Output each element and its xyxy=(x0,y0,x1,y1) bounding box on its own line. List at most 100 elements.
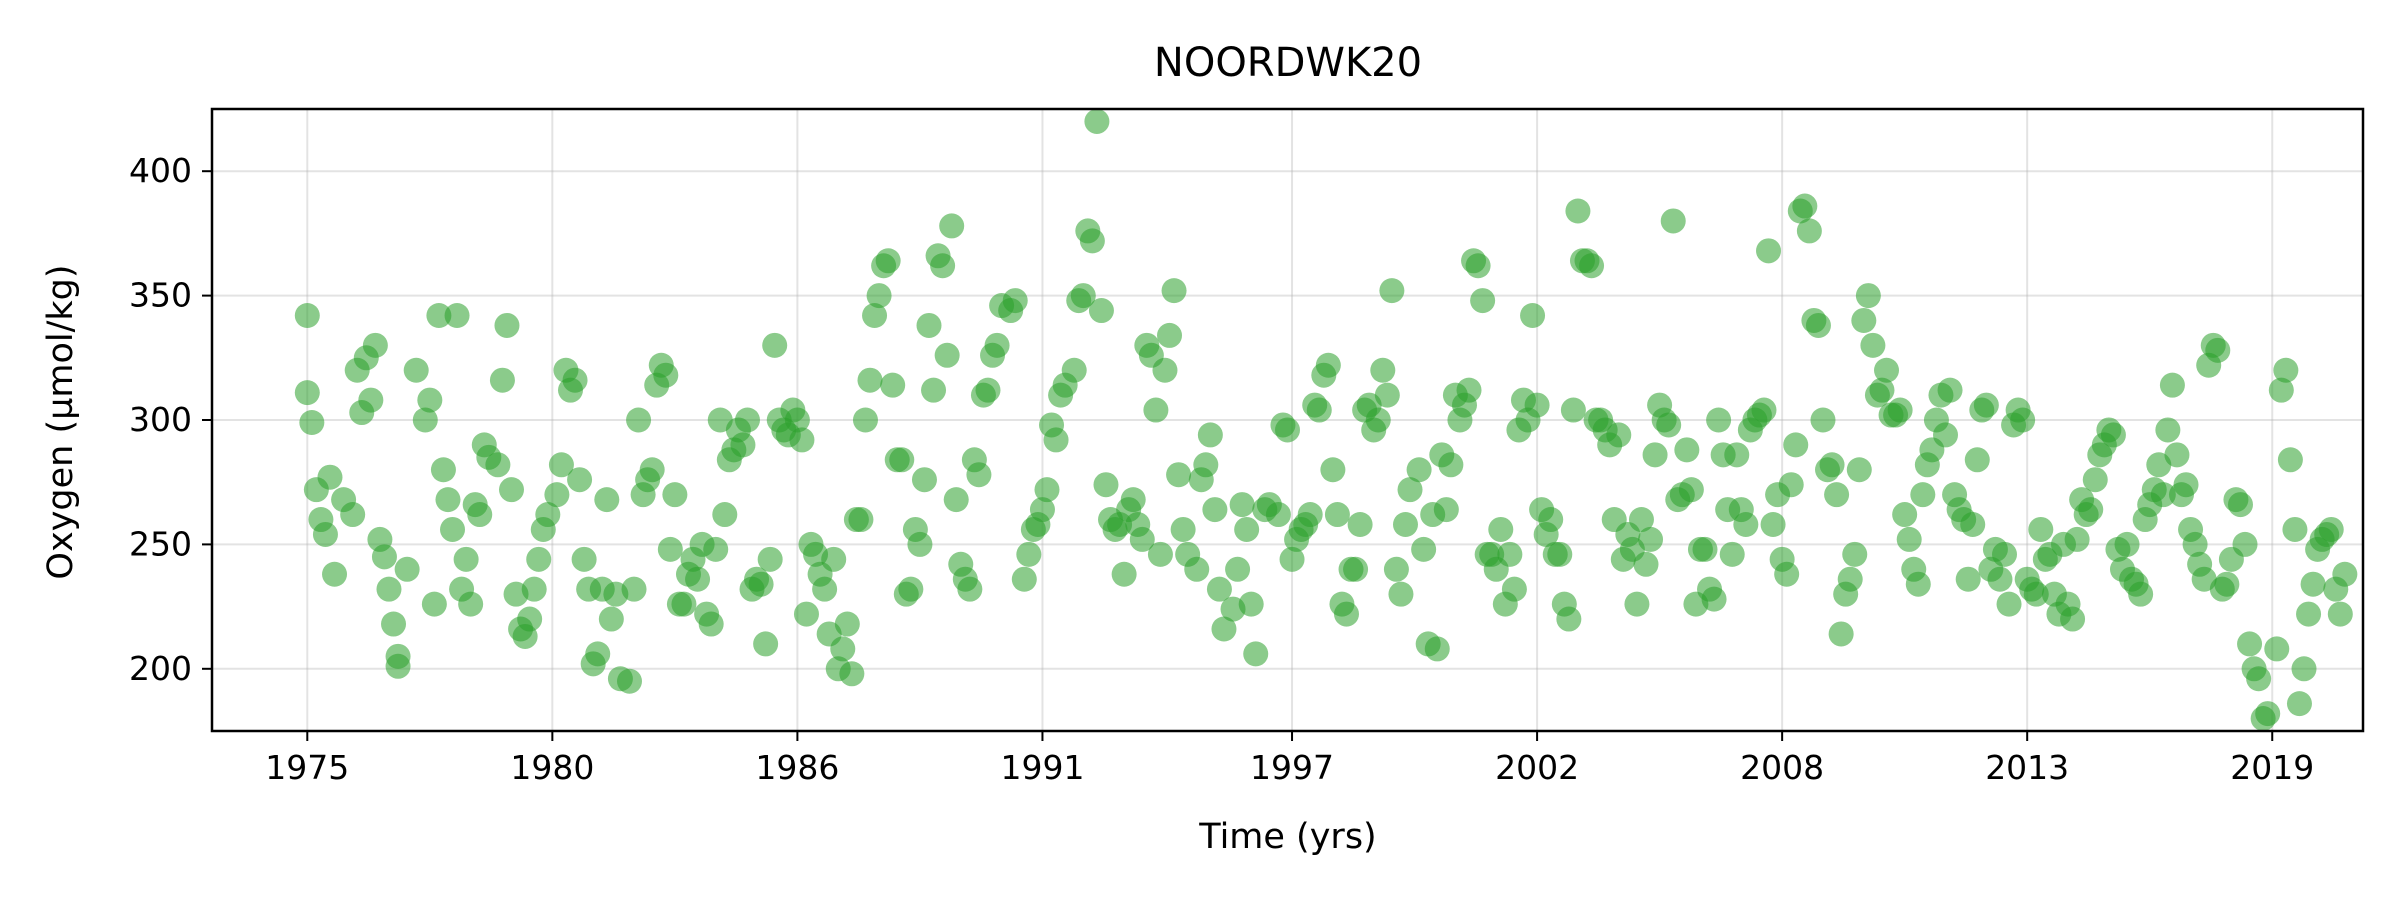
data-point xyxy=(2150,482,2176,508)
data-point xyxy=(1792,193,1818,219)
data-point xyxy=(340,502,366,528)
data-point xyxy=(2164,442,2190,468)
data-point xyxy=(1905,571,1931,597)
data-point xyxy=(1411,536,1437,562)
data-point xyxy=(712,502,738,528)
data-point xyxy=(1973,392,1999,418)
data-point xyxy=(857,367,883,393)
data-point xyxy=(1234,516,1260,542)
data-point xyxy=(762,332,788,358)
data-point xyxy=(1275,417,1300,443)
data-point xyxy=(1842,541,1868,567)
data-point xyxy=(1111,561,1137,587)
data-point xyxy=(2010,407,2036,433)
data-point xyxy=(2237,631,2263,657)
data-point xyxy=(821,546,847,572)
data-point xyxy=(1424,636,1450,662)
data-point xyxy=(381,611,407,637)
data-point xyxy=(1824,482,1850,508)
data-point xyxy=(916,312,942,338)
data-point xyxy=(1910,482,1936,508)
data-point xyxy=(1193,452,1219,478)
data-point xyxy=(616,668,642,694)
y-axis-ticks: 200 250 300 350 400 xyxy=(129,151,212,688)
data-point xyxy=(1624,591,1650,617)
data-point xyxy=(639,457,665,483)
data-point xyxy=(685,566,711,592)
data-point xyxy=(852,407,878,433)
data-point xyxy=(1751,397,1777,423)
data-point xyxy=(435,487,461,513)
data-point xyxy=(562,367,588,393)
data-point xyxy=(730,432,756,458)
data-point xyxy=(2277,447,2303,473)
data-point xyxy=(957,576,983,602)
chart-title: NOORDWK20 xyxy=(1154,40,1422,86)
data-point xyxy=(1306,397,1332,423)
data-point xyxy=(1565,198,1591,224)
data-point xyxy=(1297,502,1323,528)
data-point xyxy=(2264,636,2290,662)
data-point xyxy=(1992,541,2017,567)
data-point xyxy=(1157,322,1183,348)
data-point xyxy=(834,611,860,637)
data-point xyxy=(1964,447,1990,473)
data-point xyxy=(1211,616,1237,642)
data-point xyxy=(1874,357,1900,383)
data-point xyxy=(1438,452,1464,478)
data-point xyxy=(1374,382,1400,408)
data-point xyxy=(2159,372,2185,398)
data-point xyxy=(1016,541,1042,567)
data-point xyxy=(789,427,815,453)
data-point xyxy=(299,409,325,435)
data-point xyxy=(793,601,819,627)
y-tick-label: 200 xyxy=(129,649,192,688)
data-point xyxy=(889,447,915,473)
data-point xyxy=(2205,337,2231,363)
data-point xyxy=(1152,357,1178,383)
data-point xyxy=(489,367,515,393)
data-point xyxy=(1465,253,1491,279)
data-point xyxy=(1093,472,1119,498)
data-point xyxy=(1660,208,1686,234)
data-point xyxy=(921,377,947,403)
data-point xyxy=(1501,576,1527,602)
data-point xyxy=(1633,551,1659,577)
data-point xyxy=(1470,288,1496,314)
data-point xyxy=(1043,427,1069,453)
data-point xyxy=(626,407,652,433)
data-point xyxy=(1805,312,1831,338)
data-point xyxy=(1265,502,1291,528)
data-point xyxy=(1556,606,1582,632)
data-point xyxy=(358,387,384,413)
data-point xyxy=(2028,516,2054,542)
data-point xyxy=(1397,477,1423,503)
data-point xyxy=(2082,467,2108,493)
data-point xyxy=(1229,492,1255,518)
data-point xyxy=(1896,526,1922,552)
data-point xyxy=(394,556,420,582)
data-point xyxy=(421,591,447,617)
data-point xyxy=(939,213,965,239)
data-point xyxy=(839,661,865,687)
data-point xyxy=(376,576,402,602)
data-point xyxy=(1678,477,1704,503)
data-point xyxy=(830,636,856,662)
data-point xyxy=(662,482,688,508)
data-point xyxy=(1243,641,1269,667)
data-point xyxy=(1851,307,1877,333)
data-point xyxy=(1206,576,1232,602)
data-point xyxy=(1656,412,1682,438)
data-point xyxy=(621,576,647,602)
data-point xyxy=(1166,462,1192,488)
y-axis-label: Oxygen (µmol/kg) xyxy=(41,264,81,579)
data-point xyxy=(1129,526,1155,552)
data-point xyxy=(2332,561,2358,587)
y-tick-label: 250 xyxy=(129,524,192,563)
data-point xyxy=(499,477,525,503)
data-point xyxy=(1524,392,1550,418)
data-point xyxy=(567,467,593,493)
data-point xyxy=(1120,487,1146,513)
x-tick-label: 1980 xyxy=(510,748,594,787)
